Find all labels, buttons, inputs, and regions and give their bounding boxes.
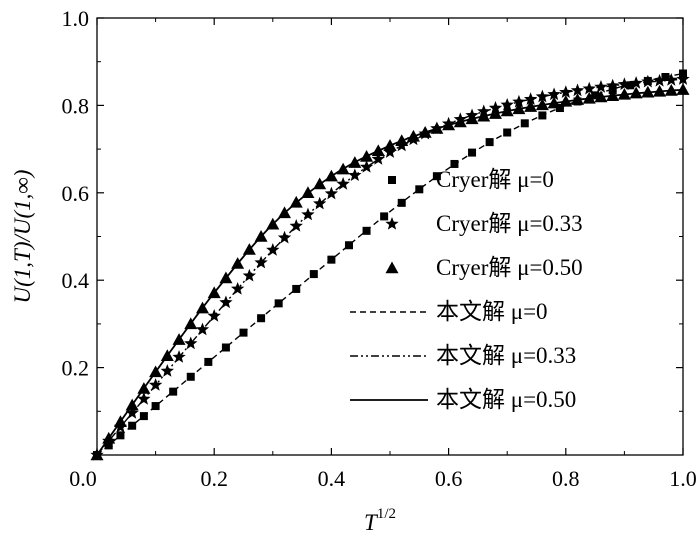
y-tick-label: 0.8 — [62, 93, 90, 118]
legend-entry: Cryer解 μ=0 — [388, 167, 554, 192]
y-tick-label: 0.6 — [62, 181, 90, 206]
legend-label: Cryer解 μ=0.50 — [436, 255, 583, 280]
y-axis-title: U(1,T)/U(1,∞) — [10, 170, 35, 304]
legend-marker-triangle — [385, 261, 399, 274]
data-point-square — [169, 387, 178, 396]
data-point-star — [137, 392, 151, 405]
data-point-star — [184, 336, 198, 350]
y-tick-label: 0.2 — [62, 356, 90, 381]
x-tick-label: 0.0 — [69, 466, 97, 491]
legend-marker-square — [388, 176, 396, 184]
data-point-square — [626, 81, 635, 90]
data-point-star — [277, 230, 292, 244]
series-3 — [96, 72, 684, 456]
data-point-square — [432, 172, 441, 181]
series-line-dashed — [96, 72, 684, 456]
legend-entry: Cryer解 μ=0.50 — [385, 255, 583, 280]
data-point-star — [371, 152, 385, 165]
legend-label: Cryer解 μ=0.33 — [436, 211, 583, 236]
data-point-star — [676, 72, 690, 85]
data-point-star — [336, 177, 350, 190]
data-point-square — [274, 299, 283, 308]
series-layer — [90, 69, 690, 461]
legend-entry: 本文解 μ=0.50 — [350, 387, 576, 412]
series-4 — [96, 78, 684, 456]
legend-entry: Cryer解 μ=0.33 — [385, 211, 583, 236]
data-point-square — [344, 241, 353, 250]
x-axis-title-main: T — [364, 510, 379, 535]
legend-entry: 本文解 μ=0 — [350, 299, 548, 324]
plot-frame — [96, 17, 684, 456]
x-axis-title-superscript: 1/2 — [377, 506, 396, 522]
x-tick-label: 0.8 — [552, 466, 580, 491]
data-point-star — [535, 89, 550, 103]
data-point-star — [207, 309, 221, 322]
data-point-star — [652, 73, 667, 87]
series-line-solid — [96, 88, 684, 456]
legend: Cryer解 μ=0 Cryer解 μ=0.33 Cryer解 μ=0.50 本文解 … — [350, 167, 583, 412]
legend-marker-star — [385, 217, 399, 230]
legend-entry: 本文解 μ=0.33 — [350, 343, 576, 368]
series-5 — [96, 88, 684, 456]
plot-area — [96, 17, 684, 456]
data-point-star — [512, 94, 526, 108]
series-line-dashdotdot — [96, 78, 684, 456]
data-point-star — [547, 87, 561, 101]
data-point-triangle — [676, 83, 690, 95]
axes-layer: 0.0 0.2 0.4 0.6 0.8 1.0 0.2 0.4 0.6 0.8 1.0 — [62, 6, 697, 491]
data-point-star — [594, 80, 608, 93]
data-point-star — [266, 243, 280, 256]
legend-label: 本文解 μ=0 — [436, 299, 548, 324]
y-tick-label: 0.4 — [62, 268, 90, 293]
legend-label: 本文解 μ=0.33 — [436, 343, 576, 368]
data-point-square — [151, 402, 160, 411]
x-tick-label: 1.0 — [669, 466, 697, 491]
legend-label: Cryer解 μ=0 — [436, 167, 554, 192]
data-point-star — [641, 74, 655, 88]
data-point-star — [289, 219, 303, 232]
data-point-star — [125, 406, 139, 419]
data-point-star — [324, 186, 339, 200]
data-point-square — [591, 91, 600, 100]
x-tick-label: 0.4 — [318, 466, 346, 491]
data-point-square — [221, 343, 230, 352]
data-point-square — [292, 284, 301, 293]
y-tick-label: 1.0 — [62, 6, 90, 31]
data-point-star — [664, 73, 678, 86]
x-tick-label: 0.6 — [435, 466, 463, 491]
axis-titles: T1/2 U(1,T)/U(1,∞) — [10, 170, 396, 535]
data-point-star — [617, 77, 632, 91]
legend-label: 本文解 μ=0.50 — [436, 387, 576, 412]
x-tick-label: 0.2 — [200, 466, 228, 491]
x-axis-title: T1/2 — [364, 506, 396, 535]
data-point-star — [230, 281, 245, 295]
data-point-square — [415, 185, 424, 194]
